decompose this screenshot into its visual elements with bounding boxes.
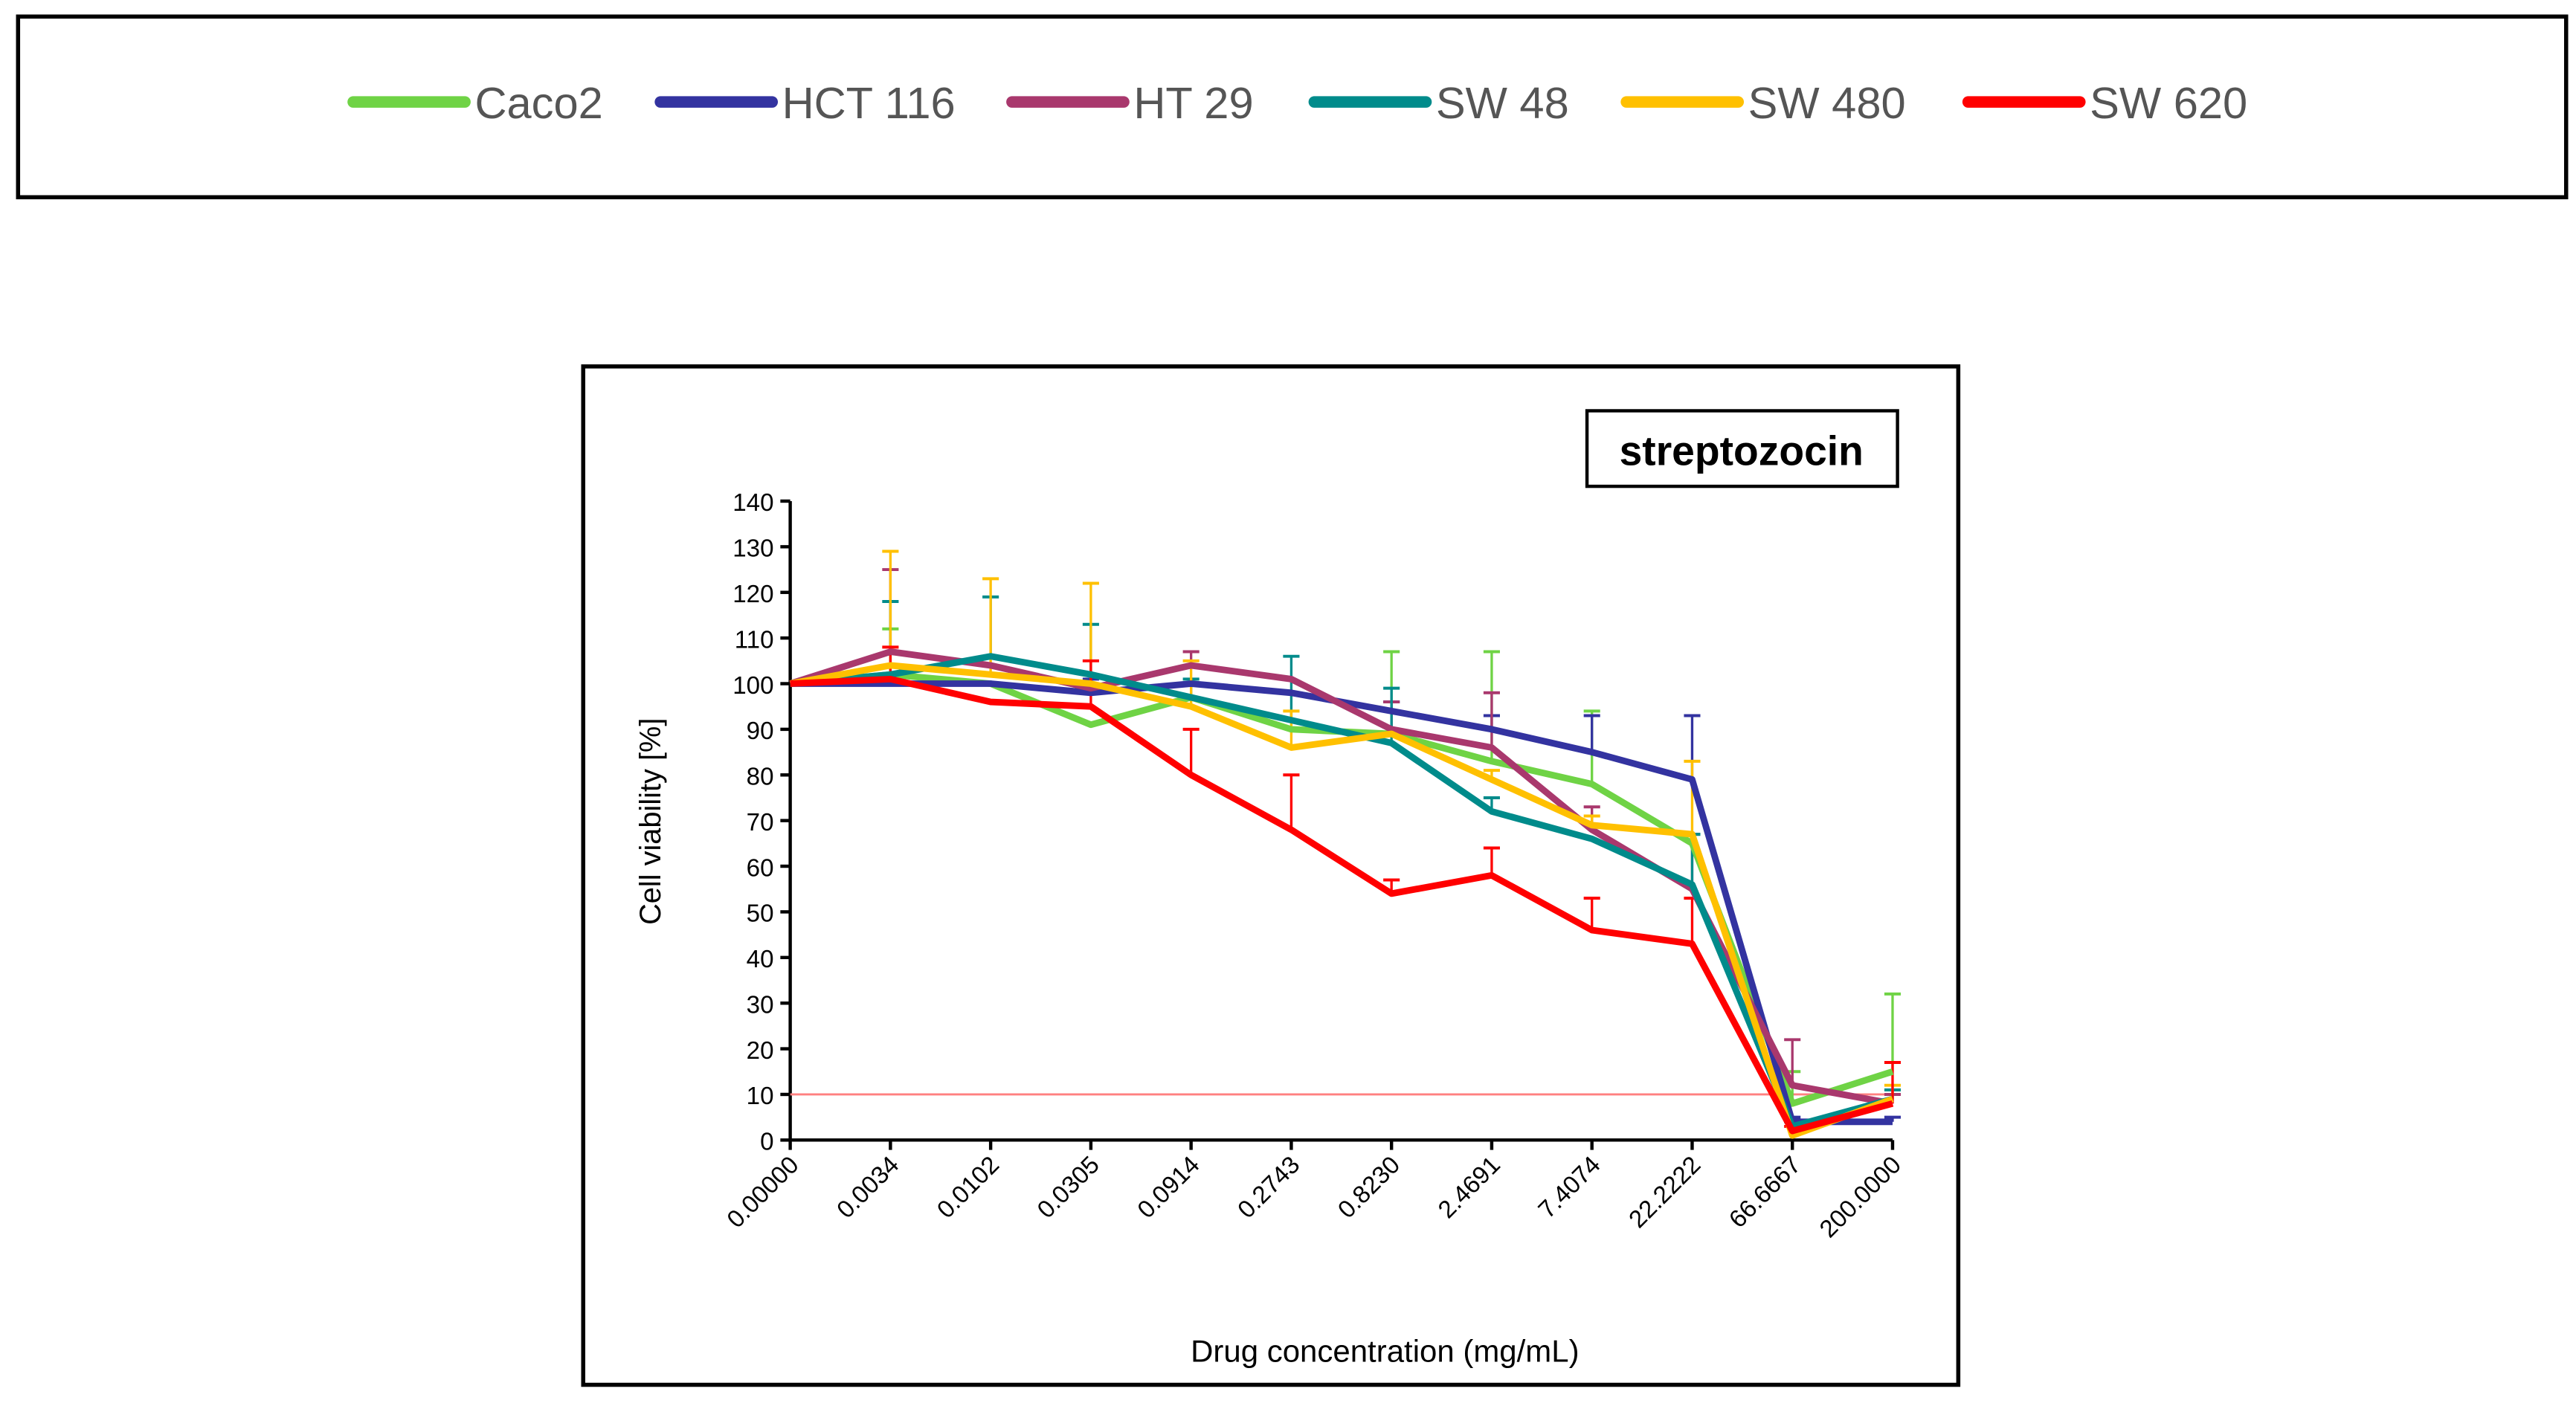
y-axis-label: Cell viability [%] [634,718,667,925]
legend-label: Caco2 [474,78,602,128]
y-tick-label: 30 [747,991,774,1019]
legend-label: SW 620 [2090,78,2247,128]
legend-label: SW 480 [1748,78,1906,128]
legend-label: HCT 116 [782,78,956,128]
y-tick-label: 140 [732,489,773,517]
x-axis-label: Drug concentration (mg/mL) [1191,1334,1579,1369]
legend-label: HT 29 [1133,78,1253,128]
chart-title: streptozocin [1620,428,1864,474]
series-line-sw480 [789,662,1894,1139]
y-tick-label: 70 [747,809,774,836]
y-tick-label: 130 [732,535,773,563]
y-tick-label: 110 [735,626,774,654]
y-tick-label: 20 [747,1037,774,1065]
y-tick-label: 100 [732,672,773,700]
plot-area [789,549,1902,1139]
series-line-sw48 [790,653,1894,1130]
y-tick-label: 10 [747,1083,774,1110]
y-tick-label: 90 [747,717,774,745]
y-tick-label: 80 [747,764,774,791]
y-tick-label: 60 [747,854,774,882]
y-tick-label: 40 [747,946,774,973]
y-tick-label: 0 [760,1129,773,1156]
y-tick-label: 120 [732,581,773,608]
y-tick-label: 50 [747,900,774,928]
series-line-sw620 [790,675,1894,1135]
chart-frame [581,364,1961,1387]
legend: Caco2 HCT 116 HT 29 SW 48 SW 480 SW 620 [347,78,2247,128]
legend-label: SW 48 [1436,78,1569,128]
title-box [1585,409,1899,488]
